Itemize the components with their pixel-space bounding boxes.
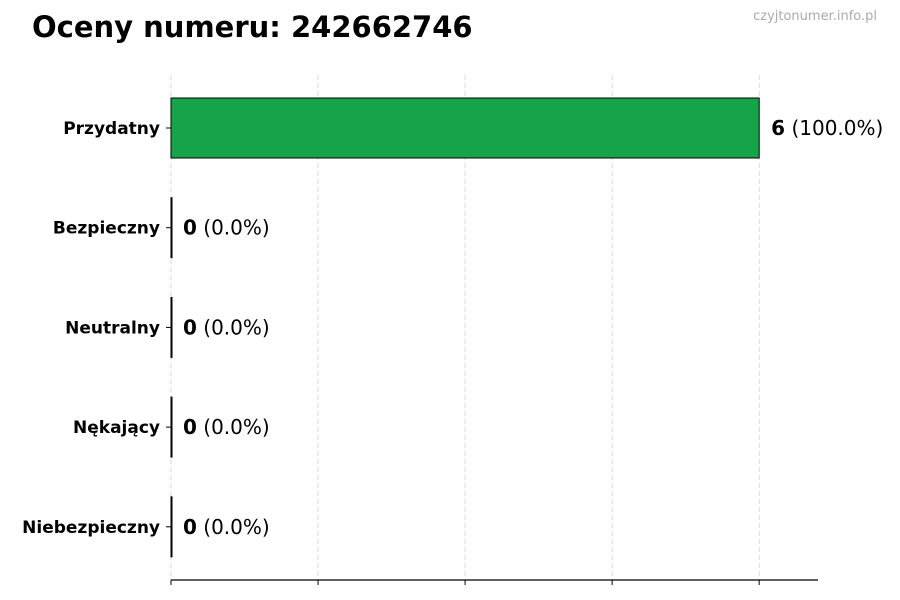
data-label-count: 0 <box>183 415 197 439</box>
data-label-percent: (0.0%) <box>197 515 270 539</box>
data-label-percent: (0.0%) <box>197 315 270 339</box>
data-label: 0 (0.0%) <box>183 415 270 439</box>
y-tick-label: Nękający <box>73 418 160 438</box>
data-label: 0 (0.0%) <box>183 315 270 339</box>
data-label: 0 (0.0%) <box>183 216 270 240</box>
data-label-count: 0 <box>183 515 197 539</box>
y-tick-label: Przydatny <box>63 119 160 139</box>
bar <box>170 197 173 259</box>
bar <box>170 496 173 558</box>
data-label-count: 0 <box>183 315 197 339</box>
data-label-count: 6 <box>771 116 785 140</box>
data-label: 6 (100.0%) <box>771 116 883 140</box>
bar <box>170 396 173 458</box>
y-tick-label: Neutralny <box>65 318 160 338</box>
bar <box>170 97 760 159</box>
bar <box>170 296 173 358</box>
data-label-percent: (0.0%) <box>197 415 270 439</box>
data-label-count: 0 <box>183 216 197 240</box>
y-tick-label: Niebezpieczny <box>22 518 160 538</box>
data-label-percent: (0.0%) <box>197 216 270 240</box>
chart-title: Oceny numeru: 242662746 <box>32 10 473 44</box>
y-tick-label: Bezpieczny <box>53 219 160 239</box>
data-label-percent: (100.0%) <box>785 116 883 140</box>
watermark: czyjtonumer.info.pl <box>753 9 877 24</box>
data-label: 0 (0.0%) <box>183 515 270 539</box>
